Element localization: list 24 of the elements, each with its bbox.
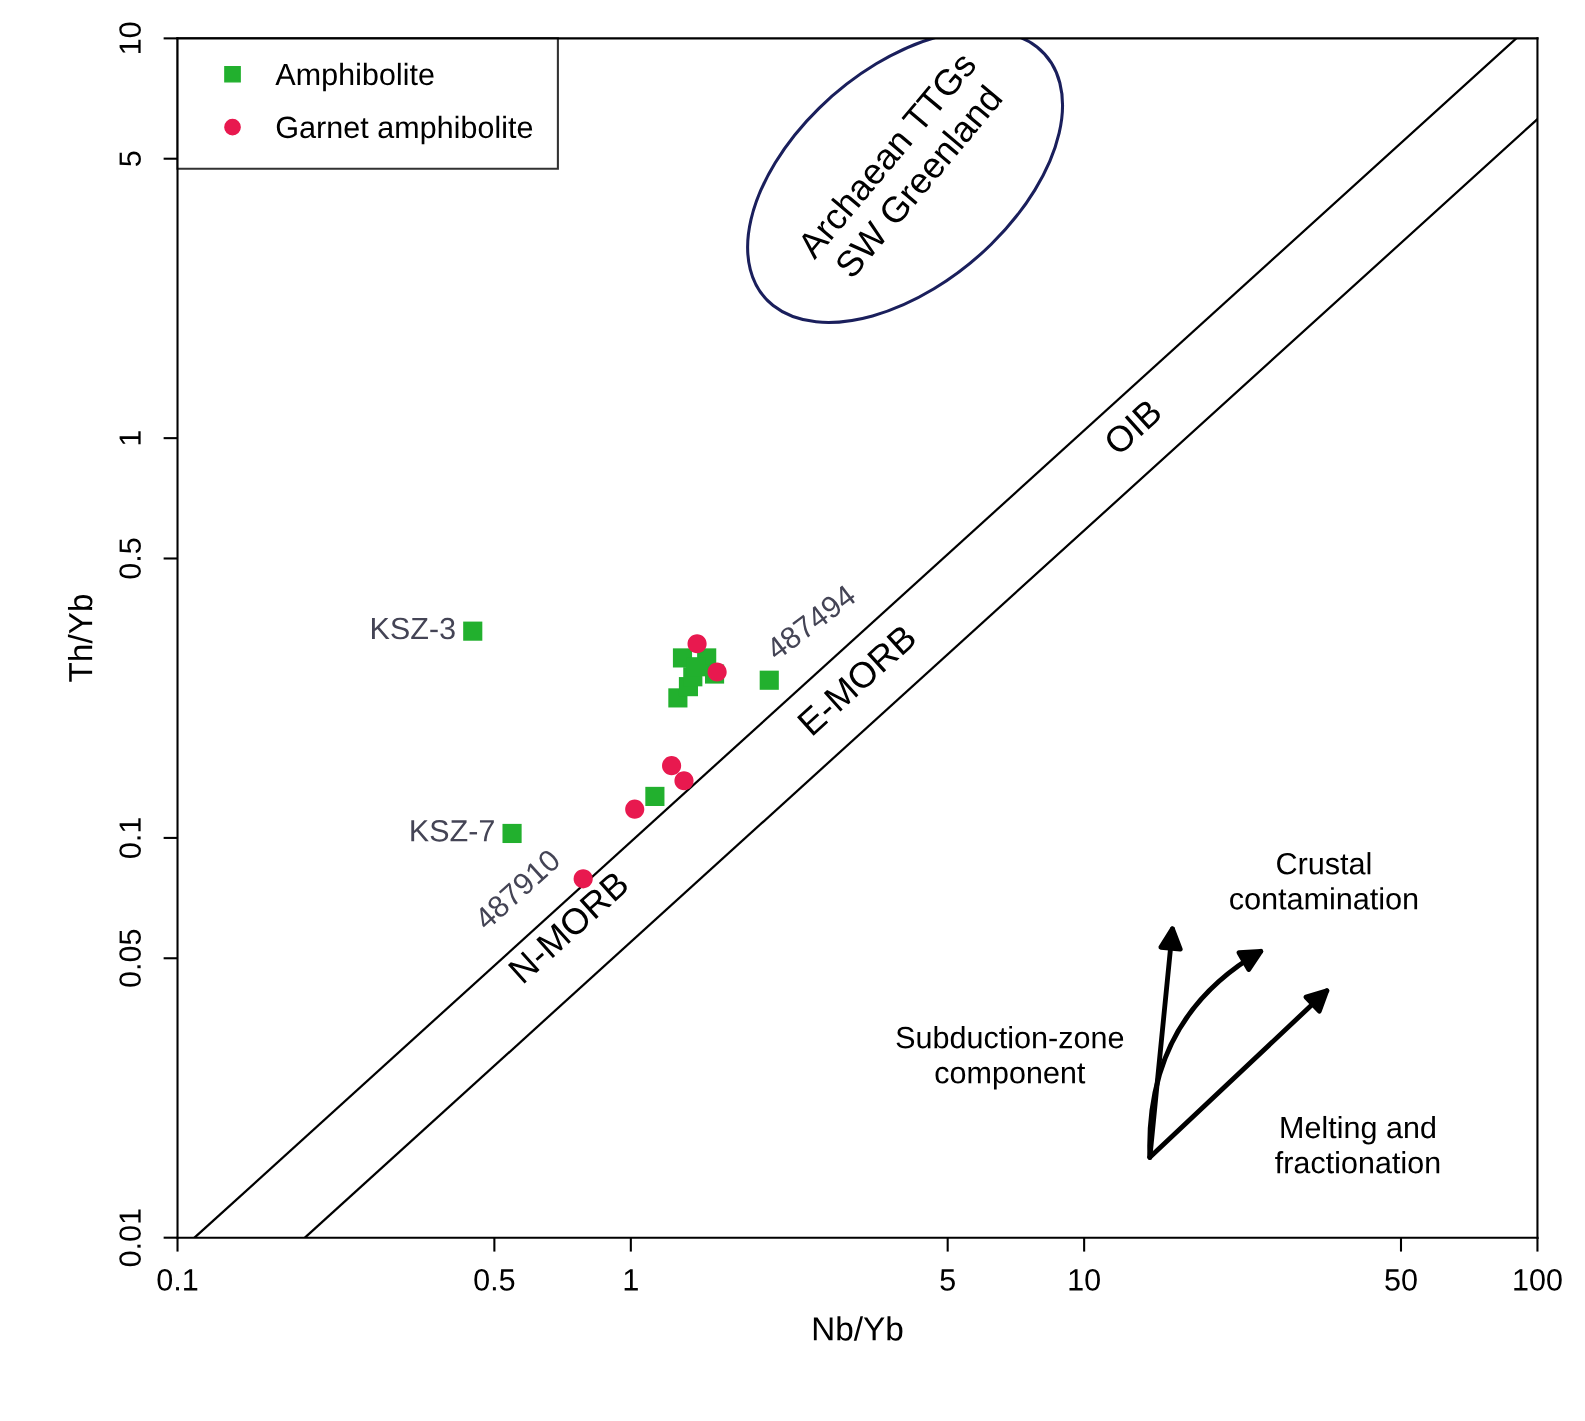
legend-label: Amphibolite (275, 62, 434, 92)
annotation: Crustal contamination (1230, 852, 1418, 910)
x-tick-label: 0.5 (474, 1269, 515, 1291)
annotation: Melting and fractionation (1275, 1115, 1440, 1174)
x-tick-label: 1 (624, 1269, 638, 1291)
x-tick-label: 5 (940, 1269, 955, 1291)
y-tick-label: 0.1 (119, 818, 141, 858)
y-tick-label: 0.05 (119, 929, 141, 987)
legend-label: Garnet amphibolite (276, 115, 533, 145)
annotation: KSZ-7 (411, 820, 494, 842)
annotation: Subduction-zone component (896, 1025, 1124, 1090)
annotation: KSZ-3 (372, 617, 455, 640)
x-tick-label: 50 (1385, 1269, 1417, 1291)
y-tick-label: 1 (119, 431, 141, 445)
x-tick-label: 10 (1069, 1269, 1100, 1291)
annotation: OIB (1102, 398, 1164, 457)
y-tick-label: 5 (119, 151, 141, 166)
y-axis-title: Th/Yb (67, 594, 93, 682)
x-axis-title: Nb/Yb (813, 1316, 903, 1341)
x-tick-label: 0.1 (157, 1269, 198, 1291)
x-tick-label: 100 (1514, 1269, 1562, 1291)
y-tick-label: 10 (119, 22, 141, 54)
y-tick-label: 0.5 (119, 538, 141, 579)
y-tick-label: 0.01 (119, 1209, 141, 1267)
